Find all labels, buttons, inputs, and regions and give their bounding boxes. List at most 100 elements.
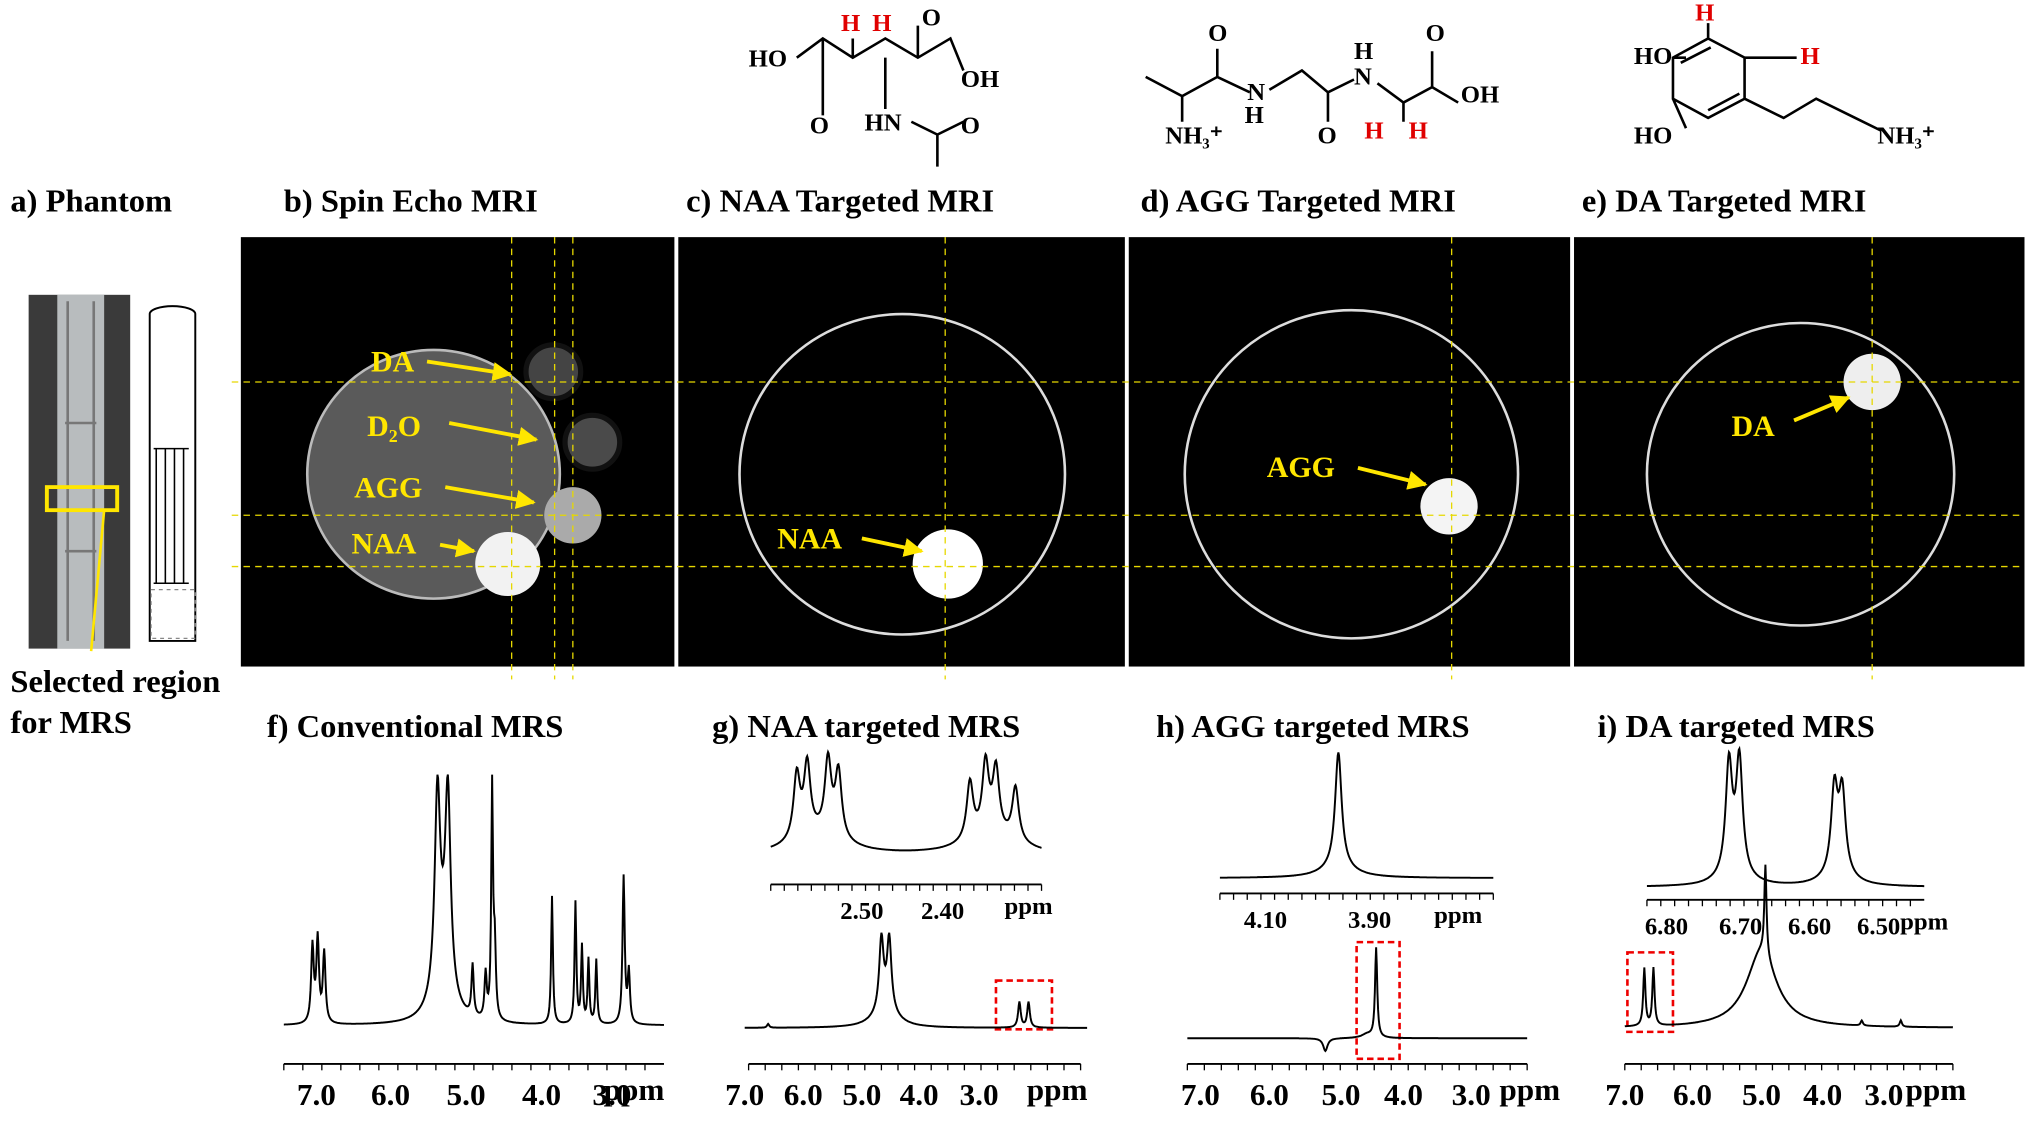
tick-label: 4.0: [1384, 1077, 1423, 1112]
bonds: [1145, 48, 1459, 122]
phantom-circle: [1183, 308, 1520, 640]
tick-label: 6.0: [371, 1077, 410, 1112]
phantom-circle: [738, 312, 1067, 636]
note: for MRS: [10, 704, 131, 740]
tick-label: 5.0: [1742, 1077, 1781, 1112]
guide-lines: [231, 237, 2025, 680]
atom: H: [1801, 43, 1820, 70]
agg-structure: [1145, 48, 1459, 122]
atom: O: [922, 5, 941, 32]
spectrum: [1624, 864, 1954, 1029]
atom: H: [1409, 118, 1428, 145]
tick-label: 4.10: [1244, 907, 1287, 934]
vial: [475, 531, 541, 597]
atom: O: [961, 112, 980, 139]
bonds: [795, 25, 965, 167]
tick-label: 5.0: [1321, 1077, 1360, 1112]
spectrum: [283, 774, 664, 1026]
vial: [1420, 478, 1478, 535]
tick-label: 7.0: [725, 1077, 764, 1112]
spectrum: [1646, 745, 1925, 888]
panel-title: b) Spin Echo MRI: [284, 183, 538, 219]
tick-label: 3.0: [960, 1077, 999, 1112]
phantom-circle: [1645, 321, 1956, 627]
atom: HO: [1634, 43, 1672, 70]
tick-label: 2.40: [921, 898, 964, 925]
atom: H: [872, 10, 891, 37]
bonds: [1671, 23, 1882, 132]
axis-unit: ppm: [1027, 1072, 1088, 1107]
atom: HO: [749, 46, 787, 73]
atom: H: [1695, 0, 1714, 26]
zoom-box: [1626, 951, 1675, 1034]
panel-title: g) NAA targeted MRS: [712, 708, 1020, 744]
inner-tubes: [153, 447, 189, 584]
atom: O: [1426, 20, 1445, 47]
atom: HN: [864, 110, 901, 137]
arrow: [448, 421, 539, 446]
atom: H: [1245, 102, 1264, 129]
atom: N: [1247, 79, 1265, 106]
tick-label: 4.0: [522, 1077, 561, 1112]
arrows: [426, 359, 1851, 558]
arrow: [1793, 395, 1851, 423]
axis-unit: ppm: [1906, 1072, 1967, 1107]
tick-label: 2.50: [840, 898, 883, 925]
spectrum: [770, 749, 1042, 852]
atom: H: [1354, 38, 1373, 65]
hatched-base: [150, 588, 196, 639]
tick-label: 4.0: [900, 1077, 939, 1112]
atom: H: [1364, 118, 1383, 145]
arrow: [1357, 465, 1428, 490]
atom: H: [841, 10, 860, 37]
tick-label: 6.0: [1250, 1077, 1289, 1112]
tube-drawing: [148, 305, 197, 642]
tick-label: 3.90: [1348, 907, 1391, 934]
panel-title: c) NAA Targeted MRI: [686, 183, 994, 219]
vial: [912, 529, 983, 599]
panel-title: h) AGG targeted MRS: [1156, 708, 1470, 744]
atom: OH: [1461, 82, 1499, 109]
tick-label: 6.50: [1857, 914, 1900, 941]
vial: [523, 342, 584, 402]
spectrum: [744, 932, 1088, 1029]
mri-image: [678, 237, 1125, 667]
mri-label: DA: [1732, 411, 1776, 443]
mri-label: AGG: [354, 473, 422, 505]
panel-title: f) Conventional MRS: [267, 708, 563, 744]
arrow: [861, 536, 924, 557]
zoom-box: [1355, 940, 1401, 1061]
panel-title: a) Phantom: [10, 183, 172, 219]
mri-label: NAA: [777, 524, 842, 556]
axis-unit: ppm: [1004, 893, 1053, 920]
arrow: [444, 485, 536, 509]
naa-structure: [795, 25, 965, 167]
atom: O: [810, 112, 829, 139]
selection-pointer: [89, 510, 106, 652]
atom: NH₃⁺: [1877, 123, 1935, 150]
tick-label: 7.0: [1181, 1077, 1220, 1112]
mri-image: [1128, 237, 1571, 667]
tick-label: 7.0: [297, 1077, 336, 1112]
panel-title: d) AGG Targeted MRI: [1140, 183, 1455, 219]
tick-label: 3.0: [592, 1077, 631, 1112]
atom: O: [1208, 20, 1227, 47]
spectrum: [1219, 752, 1494, 879]
atom: N: [1354, 64, 1372, 91]
note: Selected region: [10, 663, 220, 699]
panel-title: e) DA Targeted MRI: [1582, 183, 1867, 219]
tick-label: 6.0: [1673, 1077, 1712, 1112]
mri-label: DA: [371, 347, 415, 379]
arrow: [439, 538, 476, 558]
mri-label: AGG: [1267, 452, 1335, 484]
axis-unit: ppm: [604, 1072, 665, 1107]
tick-label: 4.0: [1803, 1077, 1842, 1112]
tube-detail: [65, 301, 97, 641]
tick-label: 7.0: [1605, 1077, 1644, 1112]
tick-label: 6.70: [1719, 914, 1762, 941]
mri-label: NAA: [352, 529, 417, 561]
atom: O: [1318, 123, 1337, 150]
tick-label: 6.60: [1788, 914, 1831, 941]
mri-image: [1574, 237, 2025, 667]
